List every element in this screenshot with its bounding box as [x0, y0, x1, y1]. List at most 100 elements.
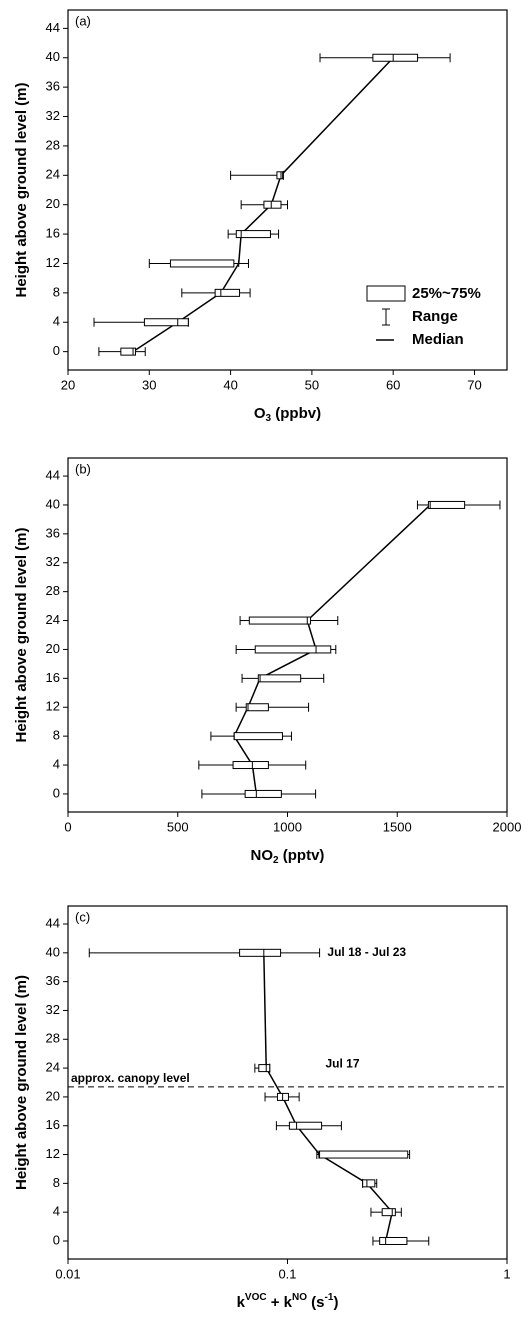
y-tick-label: 8: [53, 284, 60, 299]
box: [235, 230, 271, 239]
y-tick-label: 4: [53, 1204, 60, 1219]
y-tick-label: 4: [53, 756, 60, 771]
box: [254, 645, 332, 654]
y-tick-label: 20: [46, 196, 60, 211]
box: [362, 1179, 376, 1188]
y-tick-label: 0: [53, 1232, 60, 1247]
x-tick-label: 70: [467, 377, 481, 392]
x-axis-label-part: (s: [307, 1294, 325, 1311]
y-tick-label: 8: [53, 728, 60, 743]
y-tick-label: 32: [46, 554, 60, 569]
plot-frame: [67, 457, 508, 813]
y-axis-label: Height above ground level (m): [13, 975, 30, 1190]
x-axis-label-part: 2: [273, 855, 279, 866]
box: [381, 1208, 396, 1217]
panel-label: (b): [75, 461, 91, 476]
legend-label: Median: [412, 331, 464, 348]
legend-box: [366, 285, 406, 302]
box: [214, 288, 241, 297]
median-line: [263, 952, 394, 1242]
x-tick-label: 1: [503, 1266, 510, 1281]
reference-label: approx. canopy level: [71, 1071, 190, 1085]
box: [288, 1121, 323, 1130]
box: [232, 761, 269, 770]
y-axis-label: Height above ground level (m): [13, 527, 30, 742]
x-tick-label: 50: [305, 377, 319, 392]
x-tick-label: 1000: [273, 819, 302, 834]
x-axis-label-part: k: [237, 1294, 246, 1311]
box: [372, 53, 419, 62]
box: [258, 1064, 271, 1073]
y-tick-label: 24: [46, 167, 60, 182]
y-tick-label: 36: [46, 973, 60, 988]
box: [248, 616, 312, 625]
y-tick-label: 0: [53, 343, 60, 358]
box: [233, 732, 283, 741]
x-axis-label-part: -1: [325, 1292, 334, 1303]
y-tick-label: 28: [46, 1031, 60, 1046]
x-tick-label: 2000: [493, 819, 522, 834]
median-line: [233, 504, 431, 795]
x-tick-label: 0.1: [278, 1266, 296, 1281]
y-tick-label: 24: [46, 1060, 60, 1075]
annotation: Jul 17: [326, 1057, 360, 1071]
box: [427, 500, 466, 509]
y-tick-label: 36: [46, 525, 60, 540]
plot-frame: [67, 9, 508, 371]
y-tick-label: 40: [46, 944, 60, 959]
x-axis-label-part: 3: [266, 413, 272, 424]
x-axis-label-part: + k: [267, 1294, 293, 1311]
median-line: [132, 57, 394, 353]
x-axis-label-part: ): [333, 1294, 338, 1311]
x-tick-label: 60: [386, 377, 400, 392]
box: [318, 1150, 409, 1159]
y-tick-label: 20: [46, 1088, 60, 1103]
y-tick-label: 4: [53, 314, 60, 329]
y-tick-label: 24: [46, 612, 60, 627]
x-axis-label-part: VOC: [245, 1292, 267, 1303]
y-tick-label: 44: [46, 467, 60, 482]
y-tick-label: 44: [46, 20, 60, 35]
box: [276, 171, 284, 180]
box: [143, 318, 189, 327]
y-tick-label: 20: [46, 641, 60, 656]
x-axis-label-part: NO: [292, 1292, 307, 1303]
box: [244, 789, 282, 798]
y-tick-label: 28: [46, 583, 60, 598]
y-tick-label: 0: [53, 785, 60, 800]
x-axis-label: kVOC + kNO (s-1): [237, 1292, 339, 1311]
y-tick-label: 32: [46, 108, 60, 123]
y-tick-label: 32: [46, 1002, 60, 1017]
y-tick-label: 28: [46, 137, 60, 152]
x-axis-label-part: NO: [251, 847, 274, 864]
x-axis-label-part: (ppbv): [271, 405, 321, 422]
y-tick-label: 8: [53, 1175, 60, 1190]
y-axis-label: Height above ground level (m): [13, 82, 30, 297]
y-tick-label: 40: [46, 496, 60, 511]
x-axis-label: NO2 (pptv): [251, 847, 325, 866]
y-tick-label: 16: [46, 1117, 60, 1132]
y-tick-label: 16: [46, 670, 60, 685]
legend-label: 25%~75%: [412, 285, 481, 302]
x-tick-label: 1500: [383, 819, 412, 834]
box: [169, 259, 235, 268]
y-tick-label: 40: [46, 49, 60, 64]
y-tick-label: 12: [46, 1146, 60, 1161]
x-tick-label: 0.01: [55, 1266, 80, 1281]
x-tick-label: 500: [167, 819, 189, 834]
box: [120, 347, 136, 356]
annotation: Jul 18 - Jul 23: [327, 945, 406, 959]
y-tick-label: 36: [46, 79, 60, 94]
box: [379, 1236, 408, 1245]
x-axis-label: O3 (ppbv): [254, 405, 321, 424]
x-axis-label-part: O: [254, 405, 266, 422]
x-axis-label-part: (pptv): [279, 847, 325, 864]
x-tick-label: 0: [64, 819, 71, 834]
y-tick-label: 16: [46, 226, 60, 241]
box: [245, 703, 269, 712]
y-tick-label: 44: [46, 915, 60, 930]
x-tick-label: 30: [142, 377, 156, 392]
box: [257, 674, 302, 683]
panel-label: (c): [75, 909, 90, 924]
